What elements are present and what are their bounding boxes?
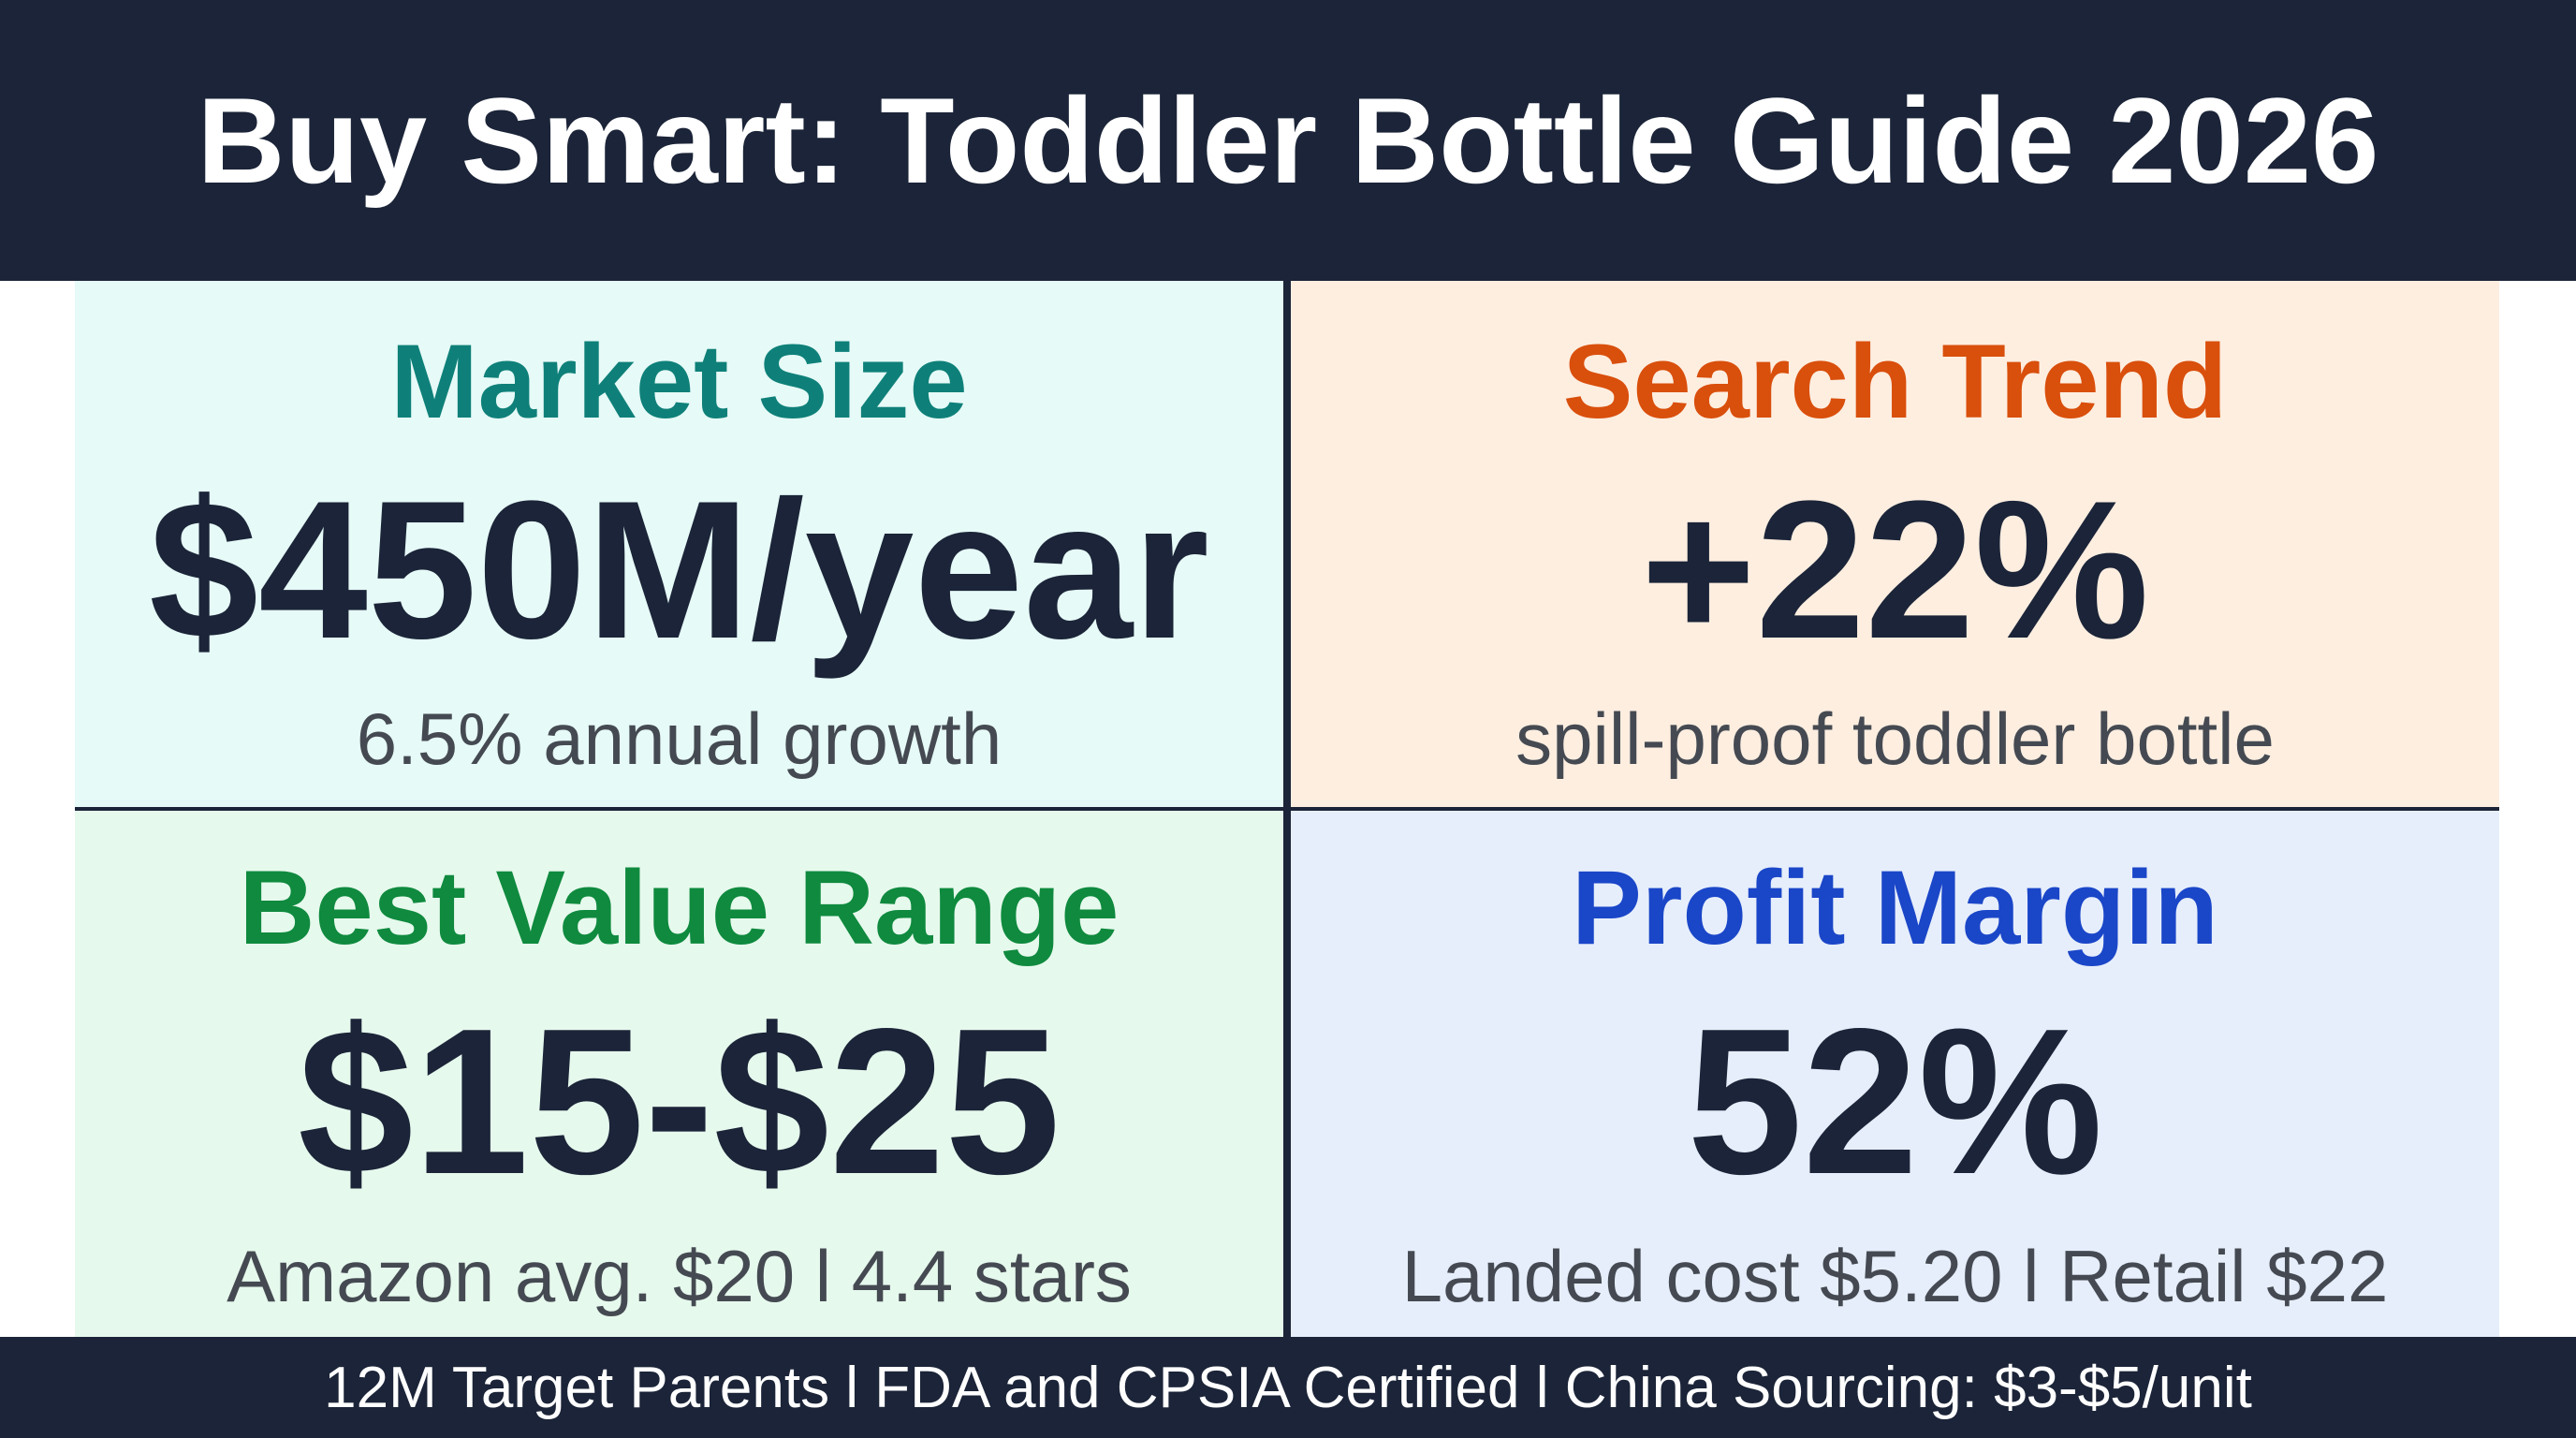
header-banner: Buy Smart: Toddler Bottle Guide 2026 <box>0 0 2576 281</box>
card-market-size: Market Size $450M/year 6.5% annual growt… <box>75 281 1283 807</box>
page-title: Buy Smart: Toddler Bottle Guide 2026 <box>197 72 2379 209</box>
card-subtitle-best-value-range: Amazon avg. $20 l 4.4 stars <box>227 1235 1132 1317</box>
footer-text: 12M Target Parents l FDA and CPSIA Certi… <box>324 1355 2252 1420</box>
card-subtitle-market-size: 6.5% annual growth <box>356 697 1003 780</box>
card-subtitle-profit-margin: Landed cost $5.20 l Retail $22 <box>1401 1235 2389 1317</box>
card-value-best-value-range: $15-$25 <box>298 986 1061 1218</box>
card-title-best-value-range: Best Value Range <box>239 849 1120 966</box>
card-value-profit-margin: 52% <box>1687 986 2103 1218</box>
card-title-profit-margin: Profit Margin <box>1572 849 2218 966</box>
footer-banner: 12M Target Parents l FDA and CPSIA Certi… <box>0 1337 2576 1438</box>
card-profit-margin: Profit Margin 52% Landed cost $5.20 l Re… <box>1291 811 2499 1337</box>
card-best-value-range: Best Value Range $15-$25 Amazon avg. $20… <box>75 811 1283 1337</box>
card-title-search-trend: Search Trend <box>1562 323 2228 440</box>
card-search-trend: Search Trend +22% spill-proof toddler bo… <box>1291 281 2499 807</box>
card-value-market-size: $450M/year <box>149 460 1209 680</box>
stats-grid: Market Size $450M/year 6.5% annual growt… <box>75 281 2499 1337</box>
card-subtitle-search-trend: spill-proof toddler bottle <box>1515 697 2275 780</box>
card-value-search-trend: +22% <box>1641 460 2149 680</box>
card-title-market-size: Market Size <box>390 323 968 440</box>
